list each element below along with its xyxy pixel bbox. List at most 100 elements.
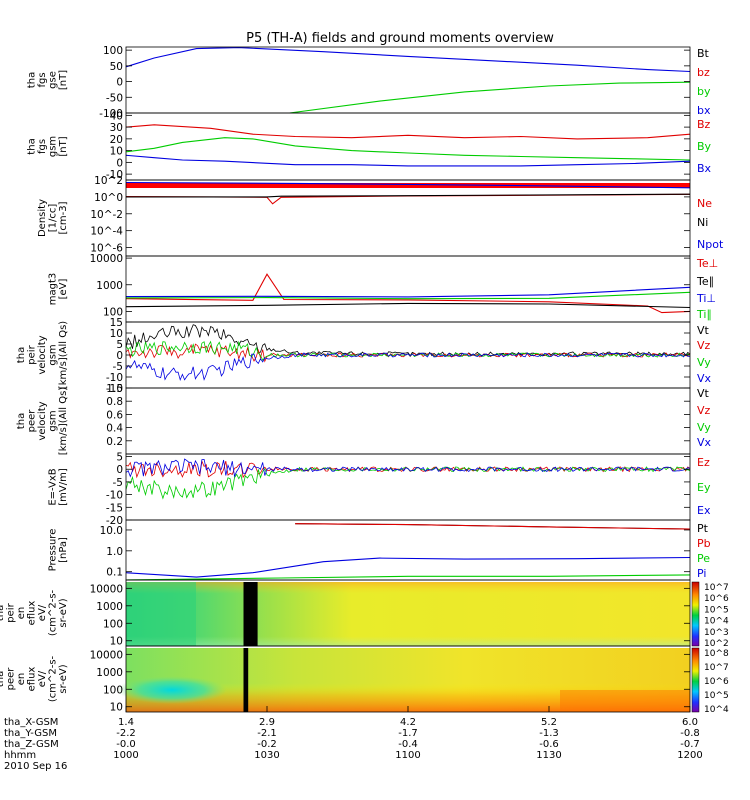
y-tick-label: 10^-2: [90, 209, 123, 221]
y-axis-label-line: [cm-3]: [58, 201, 69, 234]
y-axis-label-line: tha: [0, 671, 6, 687]
x-tick-label: -0.6: [539, 739, 559, 750]
y-tick-label: 0.6: [106, 409, 123, 421]
series-peir-velocity-vt: [125, 324, 691, 357]
y-axis-label-line: velocity: [37, 335, 48, 374]
y-tick-label: 1000: [96, 667, 123, 679]
colorbar-tick-label: 10^4: [704, 617, 729, 627]
panel-peer_velocity: 1.00.80.6 0.40.2 thapeervelocitygsm[km/s](…: [16, 383, 712, 455]
y-axis-label-line: tha: [16, 413, 27, 429]
y-axis-label: Pressure[nPa]: [48, 529, 70, 572]
legend-fgs-gsm-bz: Bz: [697, 118, 711, 131]
panel-peir_eflux: 10^710^610^5 10^410^310^2 10000 1000 100 10 th…: [0, 579, 729, 649]
y-tick-label: 10^-4: [90, 226, 123, 238]
y-axis-label-line: tha: [27, 72, 38, 88]
chart-title: P5 (TH-A) fields and ground moments over…: [246, 31, 554, 46]
ephemeris-label: tha_Y-GSM: [4, 728, 57, 739]
series-pressure-pb: [295, 523, 691, 530]
y-tick-label: 50: [110, 61, 123, 73]
panel-frame: [125, 112, 691, 181]
legend-efield-ez: Ez: [697, 456, 710, 469]
series-density-npot: [125, 181, 691, 189]
y-axis-label-line: [mV/m]: [58, 468, 69, 506]
y-tick-label: 100: [103, 684, 123, 696]
panel-density: 10^2 10^0 10^-2 10^-4 10^-6 Density[1/cc][cm-…: [37, 175, 724, 257]
y-axis-label-line: velocity: [37, 401, 48, 440]
y-axis-label-line: eflux: [27, 601, 38, 626]
spectrogram-peer-core: [117, 676, 227, 704]
y-tick-label: 0: [116, 77, 123, 89]
series-fgs-gse-by: [289, 81, 691, 114]
x-tick-label: 1030: [254, 750, 279, 761]
y-axis-label-line: [eV]: [58, 279, 69, 300]
y-tick-label: 0: [116, 350, 123, 362]
y-tick-label: 10000: [90, 253, 123, 265]
y-axis-label: thapeerenefluxeV/(cm^2-s-sr-eV): [0, 655, 69, 702]
y-tick-label: -5: [113, 361, 123, 373]
y-axis-label: thapeervelocitygsm[km/s](All Qs): [16, 387, 69, 455]
legend-peir-velocity-vt: Vt: [697, 324, 710, 337]
y-axis-label-line: peir: [27, 344, 38, 364]
series-fgs-gsm-bx: [125, 154, 691, 167]
date-label: 2010 Sep 16: [4, 761, 67, 772]
y-axis-label-line: gsm: [48, 410, 59, 431]
y-axis-label: magt3[eV]: [48, 273, 70, 306]
spectrogram-peer-shade: [126, 648, 690, 712]
x-tick-label: -0.7: [680, 739, 700, 750]
x-tick-label: -0.0: [116, 739, 136, 750]
y-axis-label-line: [nT]: [58, 70, 69, 90]
x-tick-label: -1.3: [539, 728, 559, 739]
series-efield-ex: [125, 458, 691, 478]
y-axis-label: thapeirvelocitygsm[km/s](All Qs): [16, 321, 69, 389]
y-tick-label: 10: [110, 636, 123, 648]
panel-temperature: 10000 1000 100 magt3[eV] Te⊥ Te∥ Ti⊥ Ti∥: [48, 253, 718, 323]
y-axis-label-line: gsm: [48, 136, 59, 157]
x-tick-label: 4.2: [400, 717, 416, 728]
legend-peer-velocity-vz: Vz: [697, 404, 711, 417]
colorbar-tick-label: 10^2: [704, 639, 729, 649]
y-tick-label: -15: [106, 383, 123, 395]
panel-fgs_gse: 100 50 0 -50 -100 thafgsgse[nT] Bt bz by bx: [27, 45, 711, 120]
spectrogram-peer-hot: [560, 690, 690, 712]
legend-pressure-pi: Pi: [697, 567, 706, 580]
x-tick-label: 6.0: [682, 717, 698, 728]
panel-frame: [125, 321, 691, 389]
spectrogram-peir-early: [126, 582, 196, 646]
y-tick-label: 0.4: [106, 423, 123, 435]
y-axis-label-line: [nT]: [58, 136, 69, 156]
y-tick-label: 10: [110, 146, 123, 158]
y-tick-label: 15: [110, 317, 123, 329]
legend-temperature-te: Te∥: [696, 275, 714, 288]
colorbar-tick-label: 10^8: [704, 649, 729, 659]
y-tick-label: -5: [113, 477, 123, 489]
colorbar: [691, 581, 700, 647]
legend-fgs-gse-bx: bx: [697, 104, 711, 117]
y-tick-label: 10^-6: [90, 243, 123, 255]
y-axis-label: thafgsgsm[nT]: [27, 136, 70, 157]
colorbar-tick-label: 10^4: [704, 705, 729, 715]
y-tick-label: -100: [99, 108, 123, 120]
series-fgs-gsm-by: [125, 137, 691, 161]
series-peir-velocity-vx: [125, 352, 691, 382]
y-axis-label-line: [nPa]: [58, 537, 69, 563]
colorbar-tick-label: 10^7: [704, 583, 729, 593]
y-tick-label: -50: [106, 92, 123, 104]
y-tick-label: 100: [103, 45, 123, 57]
colorbar-tick-label: 10^5: [704, 691, 729, 701]
panel-frame: [125, 255, 691, 323]
series-temperature-ti: [125, 286, 691, 298]
series-fgs-gsm-bz: [125, 124, 691, 140]
y-axis-label-line: en: [16, 607, 27, 620]
series-temperature-ti: [125, 291, 691, 300]
y-axis-label-line: (cm^2-s-: [48, 655, 59, 702]
y-tick-label: 100: [103, 306, 123, 318]
y-axis-label-line: [km/s](All Qs): [58, 387, 69, 455]
ephemeris-label: tha_X-GSM: [4, 717, 58, 728]
y-tick-label: -15: [106, 502, 123, 514]
x-tick-label: -0.8: [680, 728, 700, 739]
spectrogram-peir-shade: [126, 582, 690, 646]
y-axis-label-line: tha: [27, 138, 38, 154]
y-axis-label-line: fgs: [37, 72, 48, 87]
legend-density-ne: Ne: [697, 197, 712, 210]
x-tick-label: -2.2: [116, 728, 136, 739]
